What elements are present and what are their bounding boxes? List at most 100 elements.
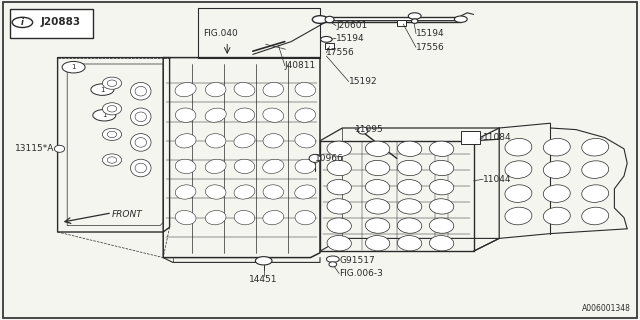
Ellipse shape bbox=[365, 160, 390, 176]
Ellipse shape bbox=[234, 211, 255, 225]
Ellipse shape bbox=[108, 106, 116, 112]
Ellipse shape bbox=[505, 161, 532, 178]
Text: G91517: G91517 bbox=[339, 256, 375, 265]
Ellipse shape bbox=[582, 185, 609, 202]
Circle shape bbox=[408, 13, 421, 19]
Ellipse shape bbox=[397, 236, 422, 251]
Ellipse shape bbox=[131, 108, 151, 126]
Ellipse shape bbox=[429, 141, 454, 156]
Text: A006001348: A006001348 bbox=[582, 304, 630, 313]
Text: 11095: 11095 bbox=[355, 125, 384, 134]
Ellipse shape bbox=[234, 108, 255, 122]
Ellipse shape bbox=[327, 218, 351, 233]
Text: 14451: 14451 bbox=[250, 276, 278, 284]
Text: FRONT: FRONT bbox=[112, 210, 143, 219]
Ellipse shape bbox=[205, 83, 226, 97]
Ellipse shape bbox=[295, 211, 316, 225]
Text: 11044: 11044 bbox=[483, 175, 512, 184]
Ellipse shape bbox=[327, 160, 351, 176]
Ellipse shape bbox=[102, 77, 122, 89]
Ellipse shape bbox=[175, 134, 196, 148]
Ellipse shape bbox=[295, 108, 316, 122]
Text: 1: 1 bbox=[100, 87, 105, 92]
Ellipse shape bbox=[263, 108, 284, 122]
Ellipse shape bbox=[175, 159, 196, 173]
Ellipse shape bbox=[294, 185, 316, 199]
Bar bbox=[325, 43, 334, 49]
FancyBboxPatch shape bbox=[3, 2, 637, 318]
Ellipse shape bbox=[234, 185, 255, 199]
Ellipse shape bbox=[543, 207, 570, 225]
Ellipse shape bbox=[309, 155, 321, 163]
Ellipse shape bbox=[131, 133, 151, 151]
Ellipse shape bbox=[108, 131, 116, 138]
Text: J20883: J20883 bbox=[41, 17, 81, 28]
Text: 10966: 10966 bbox=[315, 154, 344, 163]
Text: 1: 1 bbox=[71, 64, 76, 70]
Ellipse shape bbox=[429, 218, 454, 233]
Circle shape bbox=[255, 257, 272, 265]
Text: 15192: 15192 bbox=[349, 77, 378, 86]
Ellipse shape bbox=[325, 16, 334, 23]
Ellipse shape bbox=[397, 160, 422, 176]
Ellipse shape bbox=[135, 163, 147, 173]
Ellipse shape bbox=[365, 218, 390, 233]
Ellipse shape bbox=[582, 139, 609, 156]
Ellipse shape bbox=[327, 199, 351, 214]
Ellipse shape bbox=[234, 83, 255, 97]
Circle shape bbox=[12, 17, 33, 28]
Ellipse shape bbox=[263, 83, 284, 97]
Ellipse shape bbox=[54, 145, 65, 152]
Text: FIG.006-3: FIG.006-3 bbox=[339, 269, 383, 278]
Bar bbox=[10, 9, 93, 38]
Ellipse shape bbox=[102, 103, 122, 115]
Text: FIG.040: FIG.040 bbox=[204, 29, 238, 38]
Ellipse shape bbox=[135, 138, 147, 147]
Ellipse shape bbox=[329, 262, 337, 267]
Ellipse shape bbox=[365, 180, 390, 195]
Ellipse shape bbox=[582, 207, 609, 225]
Ellipse shape bbox=[429, 160, 454, 176]
Ellipse shape bbox=[263, 134, 284, 148]
Text: J40811: J40811 bbox=[285, 61, 316, 70]
Ellipse shape bbox=[412, 19, 418, 23]
Text: 15194: 15194 bbox=[336, 34, 365, 43]
Ellipse shape bbox=[505, 185, 532, 202]
Ellipse shape bbox=[365, 141, 390, 156]
Ellipse shape bbox=[131, 82, 151, 100]
Text: 1: 1 bbox=[102, 112, 107, 118]
Ellipse shape bbox=[175, 108, 196, 122]
Ellipse shape bbox=[397, 180, 422, 195]
Ellipse shape bbox=[102, 154, 122, 166]
Ellipse shape bbox=[365, 236, 390, 251]
Ellipse shape bbox=[429, 236, 454, 251]
Ellipse shape bbox=[175, 83, 196, 97]
Ellipse shape bbox=[397, 141, 422, 156]
Ellipse shape bbox=[582, 161, 609, 178]
Ellipse shape bbox=[262, 159, 284, 173]
Text: J20601: J20601 bbox=[336, 21, 367, 30]
Ellipse shape bbox=[358, 127, 368, 134]
Ellipse shape bbox=[205, 159, 226, 173]
Ellipse shape bbox=[135, 112, 147, 122]
Ellipse shape bbox=[205, 185, 226, 199]
Ellipse shape bbox=[263, 211, 284, 225]
Ellipse shape bbox=[327, 180, 351, 195]
Circle shape bbox=[312, 16, 328, 23]
Ellipse shape bbox=[131, 159, 151, 177]
Ellipse shape bbox=[205, 211, 226, 225]
Ellipse shape bbox=[543, 185, 570, 202]
Ellipse shape bbox=[397, 199, 422, 214]
Circle shape bbox=[454, 16, 467, 22]
Ellipse shape bbox=[175, 211, 196, 225]
Text: 17556: 17556 bbox=[416, 43, 445, 52]
Ellipse shape bbox=[108, 80, 116, 86]
Ellipse shape bbox=[205, 134, 226, 148]
Bar bbox=[397, 20, 406, 26]
Circle shape bbox=[93, 109, 116, 121]
Ellipse shape bbox=[327, 141, 351, 156]
Ellipse shape bbox=[505, 207, 532, 225]
Bar bbox=[461, 131, 480, 144]
Ellipse shape bbox=[429, 180, 454, 195]
Ellipse shape bbox=[543, 139, 570, 156]
